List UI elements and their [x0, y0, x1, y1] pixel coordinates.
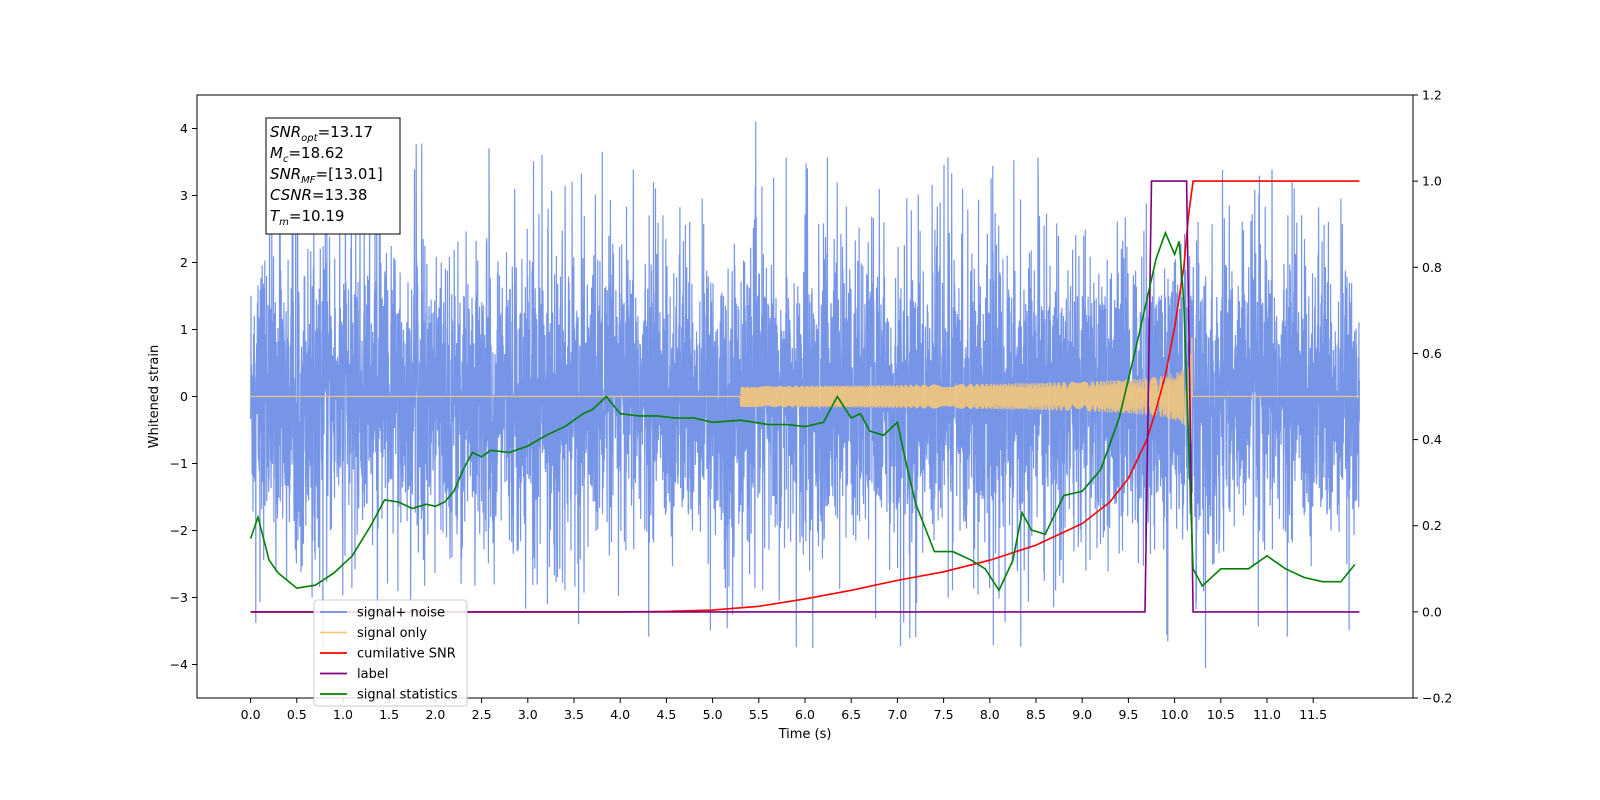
x-tick-label: 5.5: [749, 707, 769, 722]
x-tick-label: 2.5: [472, 707, 492, 722]
axis-ticks: 0.0 0.5 1.0 1.5 2.0 2.5 3.0 3.5 4.0 4.5 5.0 5.5 6.0 6…: [170, 88, 1453, 723]
x-tick-label: 0.0: [241, 707, 261, 722]
x-tick-label: 6.0: [795, 707, 815, 722]
x-tick-label: 10.0: [1161, 707, 1189, 722]
annotation-frame: [265, 117, 401, 235]
series-signal-noise: [250, 121, 1360, 668]
y-axis-label: Whitened strain: [147, 345, 162, 448]
annotation-line: SNRMF=[13.01]: [270, 165, 383, 186]
x-tick-label: 9.5: [1118, 707, 1138, 722]
series-signal-only: [250, 337, 1360, 444]
x-tick-label: 11.5: [1299, 707, 1327, 722]
x-tick-label: 1.0: [333, 707, 353, 722]
y-tick-label: −2: [170, 523, 188, 538]
y-tick-label: 3: [180, 188, 188, 203]
y2-tick-label: 1.0: [1422, 174, 1442, 189]
y-tick-label: −4: [170, 657, 188, 672]
x-tick-label: 6.5: [841, 707, 861, 722]
x-tick-label: 3.5: [564, 707, 584, 722]
series-label: [250, 180, 1360, 613]
x-tick-label: 7.5: [934, 707, 954, 722]
y2-tick-label: −0.2: [1422, 691, 1452, 706]
annotation-line: SNRopt=13.17: [270, 123, 373, 144]
x-tick-label: 2.0: [425, 707, 445, 722]
annotation-box: SNRopt=13.17Mc=18.62SNRMF=[13.01]CSNR=13…: [265, 117, 401, 235]
legend-entry: signal+ noise: [357, 606, 445, 621]
annotation-line: Tm=10.19: [270, 207, 344, 228]
x-tick-label: 0.5: [287, 707, 307, 722]
x-tick-label: 11.0: [1253, 707, 1281, 722]
x-tick-label: 8.0: [980, 707, 1000, 722]
x-tick-label: 7.0: [887, 707, 907, 722]
y2-tick-label: 0.6: [1422, 346, 1442, 361]
x-tick-label: 4.5: [656, 707, 676, 722]
y-tick-label: −3: [170, 590, 188, 605]
legend-entry: signal statistics: [357, 688, 458, 703]
y2-tick-label: 0.0: [1422, 604, 1442, 619]
series-cumilative-snr: [250, 180, 1360, 613]
y-tick-label: −1: [170, 456, 188, 471]
x-axis-label: Time (s): [778, 727, 832, 742]
y2-tick-label: 0.2: [1422, 518, 1442, 533]
annotation-line: CSNR=13.38: [270, 186, 367, 204]
x-tick-label: 5.0: [703, 707, 723, 722]
legend-entry: cumilative SNR: [357, 647, 456, 662]
y2-tick-label: 0.4: [1422, 432, 1442, 447]
series-signal-statistics: [249, 230, 1356, 592]
y-tick-label: 0: [180, 389, 188, 404]
x-tick-label: 1.5: [379, 707, 399, 722]
y-tick-label: 2: [180, 255, 188, 270]
legend-entry: signal only: [357, 626, 427, 641]
legend: signal+ noise signal only cumilative SNR la…: [313, 599, 468, 707]
x-tick-label: 3.0: [518, 707, 538, 722]
legend-frame: [313, 599, 468, 707]
annotation-line: Mc=18.62: [270, 144, 344, 165]
series-layer: [249, 121, 1360, 668]
x-tick-label: 8.5: [1026, 707, 1046, 722]
x-tick-label: 9.0: [1072, 707, 1092, 722]
x-tick-label: 4.0: [610, 707, 630, 722]
y2-tick-label: 1.2: [1422, 88, 1442, 103]
y2-tick-label: 0.8: [1422, 260, 1442, 275]
x-tick-label: 10.5: [1207, 707, 1235, 722]
y-tick-label: 1: [180, 322, 188, 337]
y-tick-label: 4: [180, 121, 188, 136]
legend-entry: label: [357, 667, 388, 682]
